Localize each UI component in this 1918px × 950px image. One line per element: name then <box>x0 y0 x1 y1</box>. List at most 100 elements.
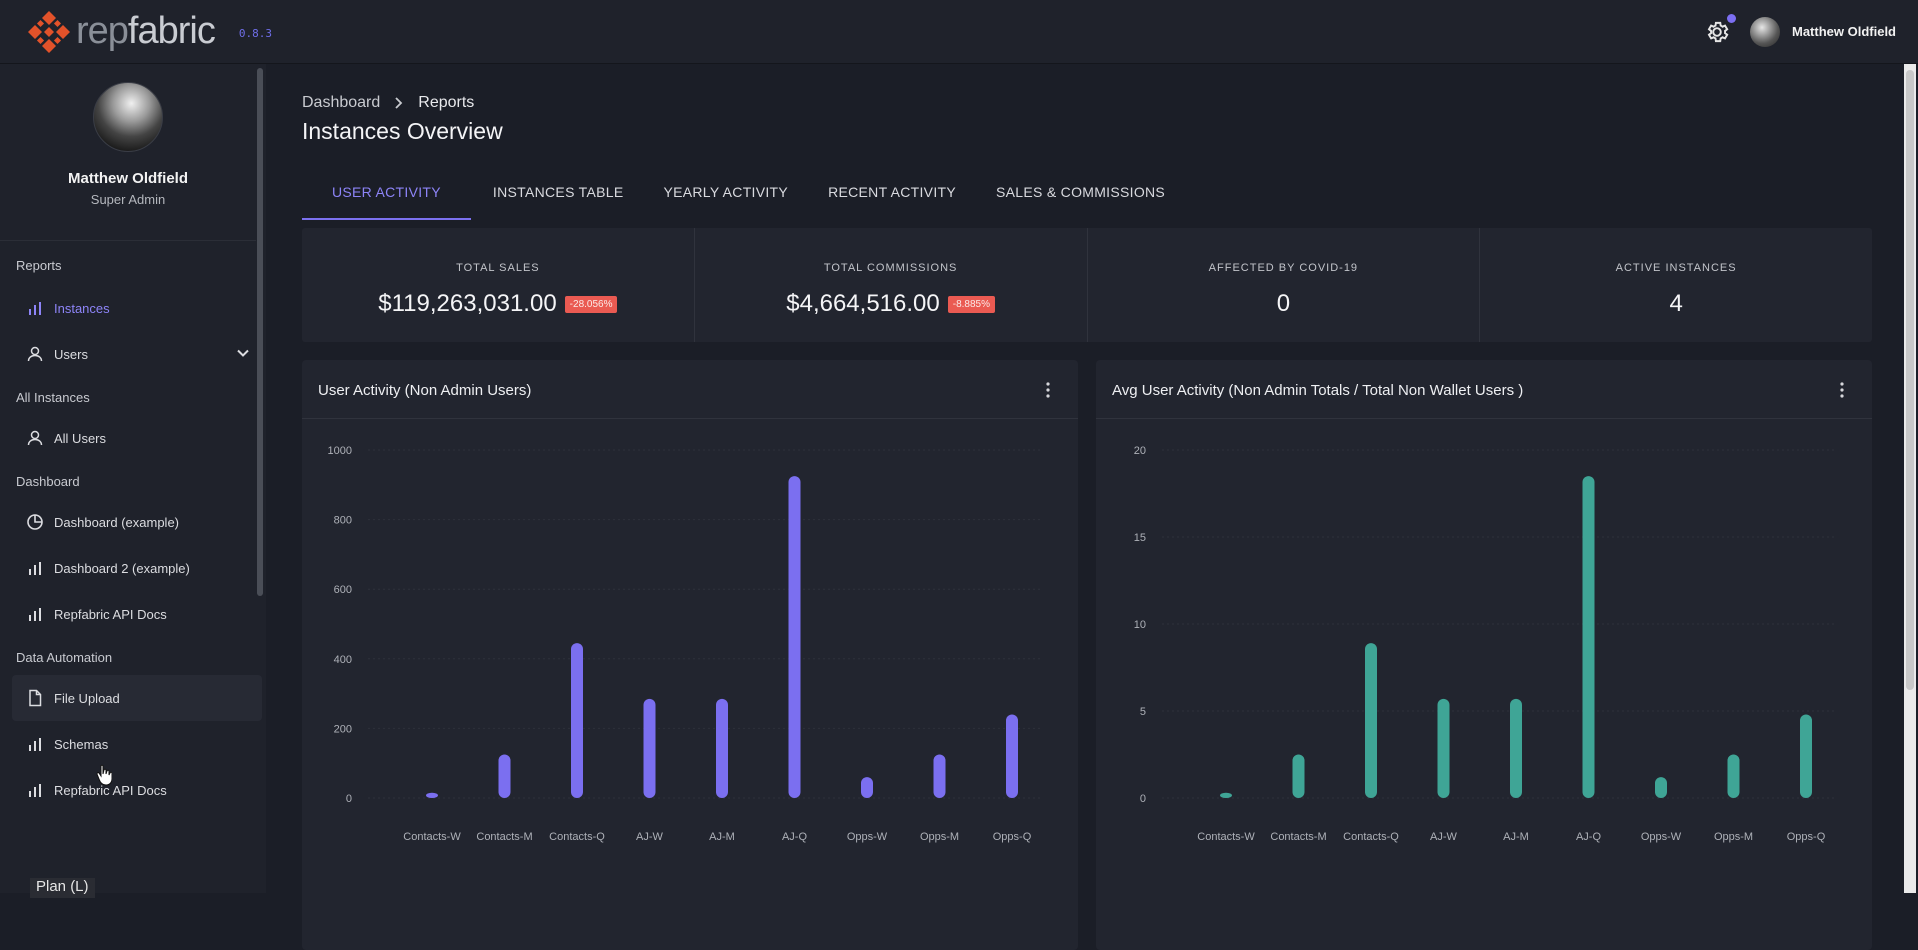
sidebar-item-users[interactable]: Users <box>0 331 250 377</box>
bottom-tooltip: Plan (L) <box>30 878 95 898</box>
stat-value: $4,664,516.00 <box>786 290 940 317</box>
x-tick-label: Contacts-Q <box>1343 831 1399 843</box>
stat-value: 4 <box>1669 290 1683 317</box>
x-tick-label: Opps-Q <box>1787 831 1826 843</box>
x-tick-label: Contacts-Q <box>549 831 605 843</box>
bar[interactable] <box>1510 698 1522 798</box>
more-options-icon[interactable] <box>1046 382 1050 398</box>
stat-total-commissions: TOTAL COMMISSIONS $4,664,516.00 -8.885% <box>695 228 1088 342</box>
y-tick-label: 15 <box>1134 532 1146 544</box>
sidebar-item-label: All Users <box>54 430 107 446</box>
pie-chart-icon <box>27 514 43 530</box>
sidebar-item-all-users[interactable]: All Users <box>0 415 250 461</box>
bar[interactable] <box>1292 754 1305 799</box>
tab-yearly-activity[interactable]: YEARLY ACTIVITY <box>663 184 789 200</box>
y-tick-label: 200 <box>334 723 352 735</box>
stats-panel: TOTAL SALES $119,263,031.00 -28.056% TOTA… <box>302 228 1872 342</box>
gear-icon <box>1707 21 1729 42</box>
bar[interactable] <box>498 754 511 799</box>
sidebar-item-dashboard-2-example[interactable]: Dashboard 2 (example) <box>0 545 250 591</box>
breadcrumb-dashboard[interactable]: Dashboard <box>302 94 381 111</box>
x-tick-label: AJ-M <box>1503 831 1529 843</box>
breadcrumb: Dashboard Reports <box>302 94 474 112</box>
avg-user-activity-chart: 0 5 10 15 20 Contacts-W Contacts-M Contacts-Q AJ… <box>1134 445 1836 843</box>
y-tick-label: 600 <box>334 584 352 596</box>
avatar <box>93 82 163 152</box>
stat-label: AFFECTED BY COVID-19 <box>1208 262 1359 274</box>
sidebar-item-label: Schemas <box>54 736 109 752</box>
x-tick-label: Opps-M <box>920 831 959 843</box>
bar[interactable] <box>1220 792 1232 798</box>
bar[interactable] <box>933 754 946 799</box>
sidebar-item-schemas[interactable]: Schemas <box>0 721 250 767</box>
y-tick-label: 10 <box>1134 619 1146 631</box>
sidebar-scrollbar[interactable] <box>257 68 263 596</box>
status-badge: -28.056% <box>564 295 618 313</box>
notification-dot <box>1727 13 1736 23</box>
bar[interactable] <box>788 476 801 798</box>
sidebar-item-file-upload[interactable]: File Upload <box>12 675 262 721</box>
bar[interactable] <box>1365 643 1377 798</box>
page-scrollbar-track[interactable] <box>1904 64 1916 893</box>
user-activity-card: User Activity (Non Admin Users) 0 200 400 6… <box>302 360 1078 950</box>
avg-user-activity-card: Avg User Activity (Non Admin Totals / To… <box>1096 360 1872 950</box>
sidebar-item-label: Instances <box>54 300 110 316</box>
file-icon <box>29 689 42 707</box>
stat-label: TOTAL COMMISSIONS <box>823 262 958 274</box>
avatar[interactable] <box>1750 16 1780 47</box>
y-tick-label: 400 <box>334 654 352 666</box>
section-title-data-automation: Data Automation <box>16 650 113 665</box>
repfabric-logo-icon <box>28 10 70 53</box>
profile-role: Super Admin <box>90 192 166 207</box>
more-options-icon[interactable] <box>1840 382 1844 398</box>
chevron-right-icon <box>395 97 403 109</box>
sidebar-item-api-docs[interactable]: Repfabric API Docs <box>0 591 250 637</box>
bar-chart-icon <box>29 608 41 621</box>
card-title: Avg User Activity (Non Admin Totals / To… <box>1112 382 1524 399</box>
section-title-all-instances: All Instances <box>16 390 90 405</box>
x-tick-label: Opps-M <box>1714 831 1753 843</box>
bar[interactable] <box>643 698 656 798</box>
x-tick-label: Opps-Q <box>993 831 1032 843</box>
tab-bar: USER ACTIVITY INSTANCES TABLE YEARLY ACT… <box>302 172 1187 220</box>
sidebar-item-instances[interactable]: Instances <box>0 285 250 331</box>
tab-sales-commissions[interactable]: SALES & COMMISSIONS <box>996 184 1166 200</box>
bar[interactable] <box>1006 714 1018 798</box>
bar[interactable] <box>1800 714 1812 798</box>
stat-active-instances: ACTIVE INSTANCES 4 <box>1480 228 1872 342</box>
tab-user-activity[interactable]: USER ACTIVITY <box>302 172 471 220</box>
breadcrumb-reports: Reports <box>418 94 475 111</box>
top-user-name[interactable]: Matthew Oldfield <box>1792 24 1896 39</box>
stat-affected-covid: AFFECTED BY COVID-19 0 <box>1088 228 1481 342</box>
user-icon <box>27 346 43 362</box>
stat-label: TOTAL SALES <box>456 262 540 274</box>
stat-value: $119,263,031.00 <box>378 290 557 317</box>
bar[interactable] <box>1582 476 1595 798</box>
sidebar-item-label: Users <box>54 346 88 362</box>
settings-button[interactable] <box>1704 13 1736 45</box>
bar[interactable] <box>1437 698 1450 798</box>
top-bar: repfabric 0.8.3 Matthew Oldfield <box>0 0 1918 64</box>
x-tick-label: Opps-W <box>847 831 888 843</box>
status-badge: -8.885% <box>947 295 995 313</box>
sidebar-item-api-docs-2[interactable]: Repfabric API Docs <box>0 767 250 813</box>
bar[interactable] <box>1727 754 1740 799</box>
chevron-down-icon[interactable] <box>236 346 250 360</box>
bar[interactable] <box>426 792 438 798</box>
bar[interactable] <box>1655 777 1667 798</box>
tab-instances-table[interactable]: INSTANCES TABLE <box>492 184 624 200</box>
tab-recent-activity[interactable]: RECENT ACTIVITY <box>828 184 956 200</box>
bar[interactable] <box>716 698 728 798</box>
logo[interactable]: repfabric 0.8.3 <box>26 9 272 55</box>
bar[interactable] <box>571 643 583 798</box>
page-scrollbar-thumb[interactable] <box>1906 70 1914 690</box>
hand-cursor-icon <box>96 764 112 786</box>
sidebar-item-label: Dashboard (example) <box>54 514 180 530</box>
bar-chart-icon <box>29 562 41 575</box>
profile-block: Matthew Oldfield Super Admin <box>0 64 256 241</box>
sidebar-item-dashboard-example[interactable]: Dashboard (example) <box>0 499 250 545</box>
profile-name: Matthew Oldfield <box>68 170 188 187</box>
bar[interactable] <box>861 777 873 798</box>
page-title: Instances Overview <box>302 118 503 144</box>
version-label: 0.8.3 <box>238 27 272 40</box>
